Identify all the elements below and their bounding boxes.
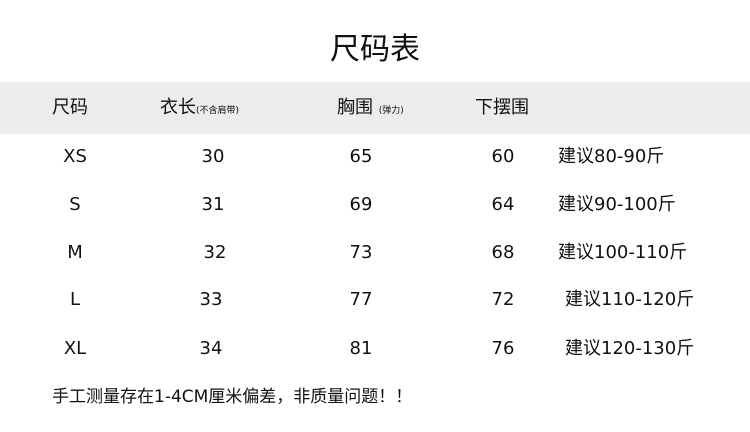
- recommendation-cell: 建议100-110斤: [558, 242, 688, 263]
- hem-cell: 60: [491, 146, 515, 167]
- chest-cell: 69: [349, 194, 373, 215]
- size-cell: S: [69, 194, 81, 215]
- header-length-note: (不含肩带): [196, 106, 240, 116]
- length-cell: 31: [201, 194, 225, 215]
- page-title: 尺码表: [330, 32, 420, 67]
- measurement-note: 手工测量存在1-4CM厘米偏差，非质量问题！！: [52, 387, 413, 407]
- size-cell: XS: [63, 146, 87, 167]
- hem-cell: 76: [491, 338, 515, 359]
- header-chest: 胸围 (弹力): [337, 82, 404, 137]
- header-length-label: 衣长: [160, 97, 196, 118]
- header-hem: 下摆围: [475, 97, 529, 118]
- hem-cell: 72: [491, 289, 515, 310]
- table-row: M 32 73 68 建议100-110斤: [0, 229, 750, 277]
- hem-cell: 68: [491, 242, 515, 263]
- header-chest-note: (弹力): [378, 106, 404, 116]
- chest-cell: 73: [349, 242, 373, 263]
- length-cell: 33: [199, 289, 223, 310]
- recommendation-cell: 建议110-120斤: [565, 289, 695, 310]
- table-header: 尺码 衣长(不含肩带) 胸围 (弹力) 下摆围: [0, 82, 750, 134]
- chest-cell: 77: [349, 289, 373, 310]
- size-cell: XL: [63, 338, 87, 359]
- length-cell: 34: [199, 338, 223, 359]
- header-chest-label: 胸围: [337, 97, 373, 118]
- size-cell: L: [69, 289, 81, 310]
- recommendation-cell: 建议90-100斤: [558, 194, 676, 215]
- table-row: S 31 69 64 建议90-100斤: [0, 181, 750, 229]
- header-size: 尺码: [52, 97, 88, 118]
- recommendation-cell: 建议120-130斤: [565, 338, 695, 359]
- chest-cell: 65: [349, 146, 373, 167]
- table-row: L 33 77 72 建议110-120斤: [0, 276, 750, 324]
- length-cell: 30: [201, 146, 225, 167]
- length-cell: 32: [203, 242, 227, 263]
- table-row: XL 34 81 76 建议120-130斤: [0, 325, 750, 373]
- header-length: 衣长(不含肩带): [160, 82, 239, 137]
- table-row: XS 30 65 60 建议80-90斤: [0, 133, 750, 181]
- hem-cell: 64: [491, 194, 515, 215]
- recommendation-cell: 建议80-90斤: [558, 146, 665, 167]
- size-cell: M: [67, 242, 83, 263]
- chest-cell: 81: [349, 338, 373, 359]
